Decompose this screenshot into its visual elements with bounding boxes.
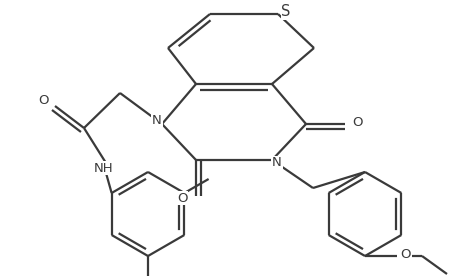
Text: O: O bbox=[400, 248, 410, 261]
Text: O: O bbox=[38, 94, 48, 107]
Text: N: N bbox=[272, 156, 282, 169]
Text: S: S bbox=[281, 4, 291, 20]
Text: O: O bbox=[177, 192, 187, 205]
Text: O: O bbox=[352, 116, 362, 129]
Text: NH: NH bbox=[94, 161, 114, 174]
Text: N: N bbox=[152, 115, 162, 128]
